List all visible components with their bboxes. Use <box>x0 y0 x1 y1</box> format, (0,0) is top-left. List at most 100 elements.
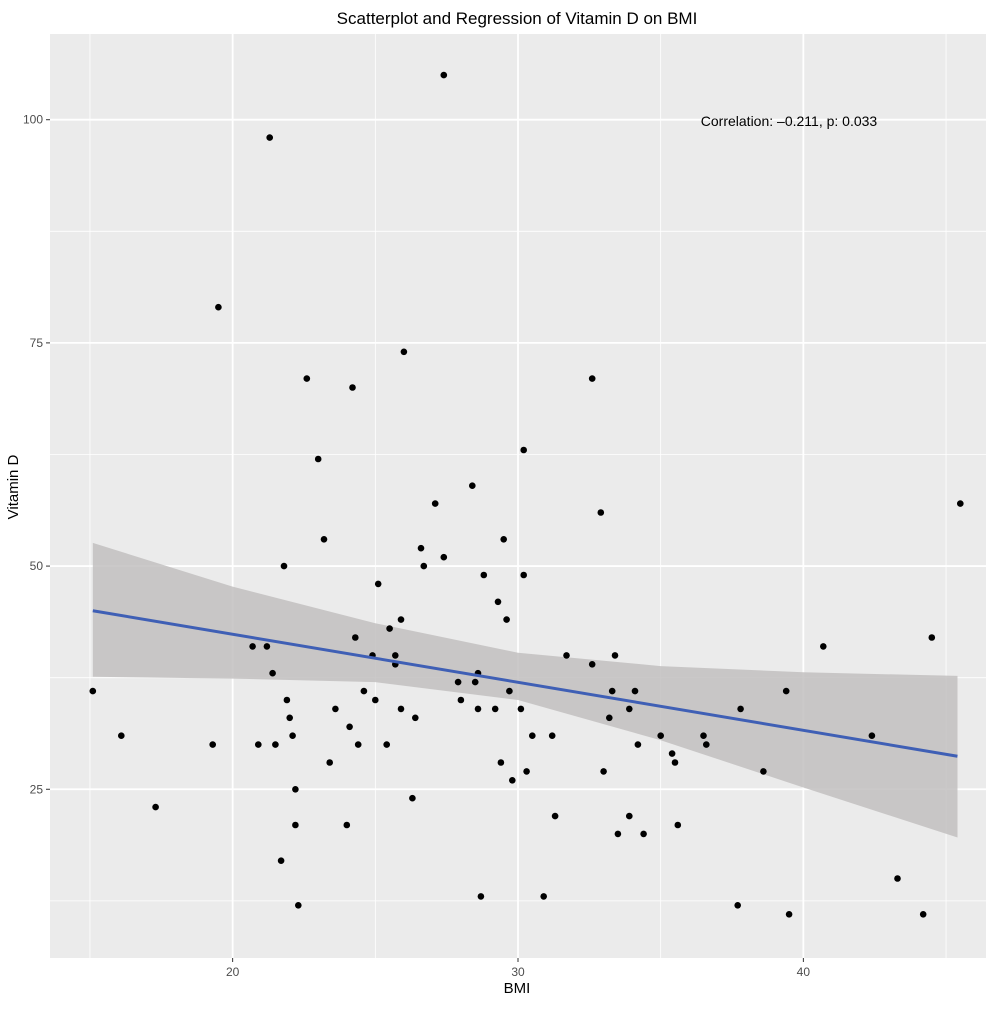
data-point <box>272 741 279 748</box>
data-point <box>760 768 767 775</box>
data-point <box>640 830 647 838</box>
data-point <box>352 634 359 641</box>
data-point <box>474 705 482 713</box>
data-point <box>626 705 633 713</box>
data-point <box>674 821 682 829</box>
data-point <box>606 714 613 722</box>
data-point <box>454 678 462 686</box>
chart-title: Scatterplot and Regression of Vitamin D … <box>337 9 698 28</box>
data-point <box>734 902 741 909</box>
data-point <box>491 705 499 713</box>
data-point <box>509 777 516 784</box>
data-point <box>266 134 274 141</box>
data-point <box>420 562 428 570</box>
data-point <box>523 768 530 775</box>
data-point <box>374 580 382 588</box>
data-point <box>597 509 605 516</box>
data-point <box>360 687 368 695</box>
data-point <box>372 696 379 704</box>
data-point <box>614 830 622 838</box>
data-point <box>928 634 936 641</box>
data-point <box>657 732 664 739</box>
data-point <box>320 536 328 543</box>
data-point <box>517 705 525 713</box>
correlation-annotation: Correlation: –0.211, p: 0.033 <box>701 113 878 129</box>
data-point <box>431 500 439 507</box>
x-tick-label: 30 <box>511 965 525 979</box>
data-point <box>506 687 513 695</box>
data-point <box>494 598 502 606</box>
data-point <box>894 875 901 882</box>
data-point <box>386 625 393 632</box>
data-point <box>118 732 125 739</box>
data-point <box>782 687 790 695</box>
regression-line <box>92 609 958 758</box>
data-point <box>152 803 159 811</box>
data-point <box>303 375 311 382</box>
data-point <box>540 893 547 900</box>
data-point <box>457 696 465 704</box>
data-point <box>292 786 299 793</box>
data-point <box>412 714 419 722</box>
confidence-band <box>92 542 958 838</box>
data-point <box>326 759 334 766</box>
data-point <box>500 536 508 543</box>
data-point <box>392 652 399 659</box>
x-tick-label: 20 <box>226 965 240 979</box>
data-point <box>289 732 296 739</box>
data-point <box>497 759 505 766</box>
axis-ticks: 20 30 40 25 50 75 100 <box>23 113 810 979</box>
data-point <box>551 812 559 820</box>
data-point <box>477 893 485 900</box>
data-point <box>400 348 408 356</box>
y-tick-label: 25 <box>30 782 44 796</box>
data-point <box>397 705 405 713</box>
data-point <box>611 652 619 659</box>
y-axis-title: Vitamin D <box>5 454 22 519</box>
data-point <box>263 643 271 650</box>
data-point <box>548 732 556 739</box>
data-point <box>397 616 405 623</box>
data-point <box>354 741 362 748</box>
data-point <box>503 616 510 623</box>
data-point <box>919 911 927 918</box>
data-point <box>520 446 527 454</box>
data-point <box>626 812 633 820</box>
data-point <box>820 643 827 650</box>
data-point <box>608 687 616 695</box>
x-tick-label: 40 <box>797 965 811 979</box>
y-tick-label: 75 <box>30 336 44 350</box>
data-point <box>957 500 964 507</box>
data-point <box>868 732 876 739</box>
data-point <box>349 384 356 391</box>
data-point <box>295 902 302 909</box>
data-point <box>440 71 448 79</box>
data-point <box>785 911 793 918</box>
data-point <box>588 375 596 382</box>
data-point <box>249 643 256 650</box>
data-point <box>700 732 707 739</box>
data-point <box>346 723 353 731</box>
data-point <box>469 482 476 490</box>
data-point <box>417 544 425 552</box>
data-point <box>332 705 339 713</box>
data-point <box>215 303 222 311</box>
data-point <box>89 687 97 695</box>
y-tick-label: 100 <box>23 113 43 127</box>
data-point <box>209 741 216 748</box>
data-point <box>668 750 676 757</box>
data-point <box>520 571 527 579</box>
data-point <box>277 857 285 864</box>
data-point <box>343 821 351 829</box>
data-point <box>631 687 639 695</box>
data-point <box>588 661 596 668</box>
data-point <box>383 741 391 748</box>
data-point <box>409 794 416 802</box>
data-point <box>269 669 276 677</box>
data-point <box>600 768 607 775</box>
data-point <box>529 732 536 739</box>
data-point <box>703 741 710 748</box>
data-point <box>280 562 288 570</box>
data-point <box>634 741 642 748</box>
